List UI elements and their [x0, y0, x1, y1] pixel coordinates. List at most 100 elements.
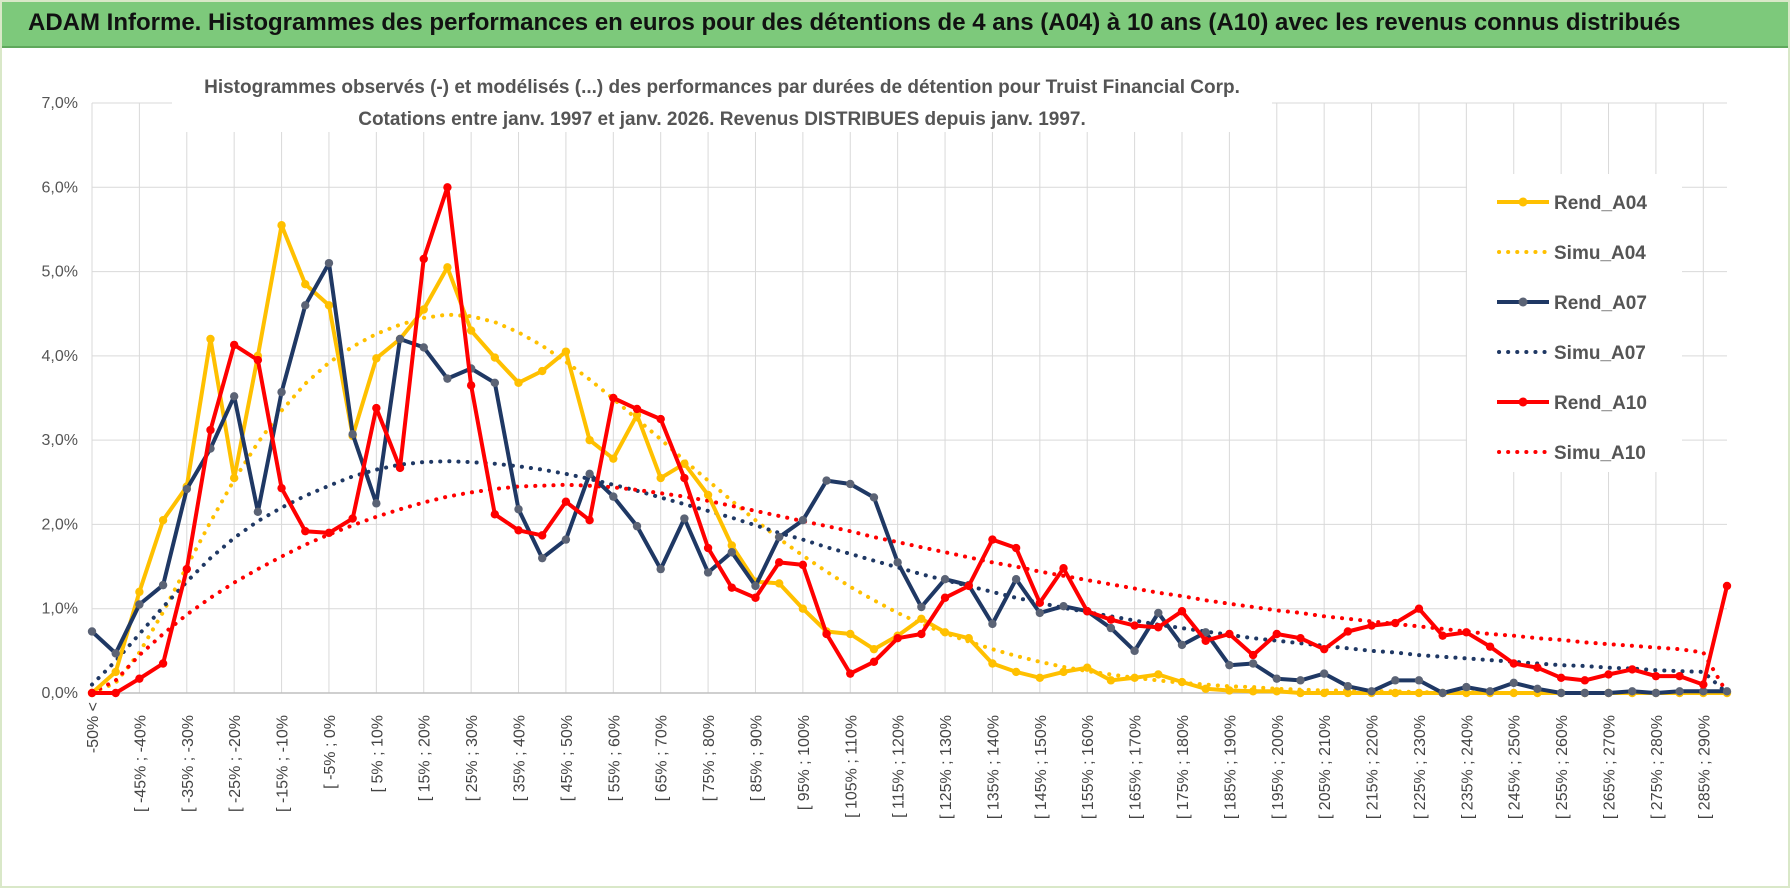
- data-point: [1083, 607, 1092, 616]
- data-point: [1438, 688, 1447, 698]
- data-point: [1509, 678, 1518, 688]
- data-point: [1130, 646, 1139, 656]
- data-point: [1580, 676, 1590, 685]
- data-point: [1556, 673, 1566, 683]
- data-point: [111, 649, 120, 658]
- legend-item: Rend_A07: [1497, 293, 1647, 314]
- data-point: [1319, 669, 1329, 678]
- series-simu-a07: [90, 459, 1729, 695]
- data-point: [419, 305, 428, 314]
- data-point: [1225, 660, 1234, 670]
- data-point: [940, 628, 950, 637]
- data-point: [846, 669, 855, 678]
- data-point: [135, 600, 144, 609]
- data-point: [1059, 564, 1068, 573]
- data-point: [1130, 621, 1139, 630]
- data-point: [490, 353, 500, 362]
- data-point: [703, 568, 713, 577]
- data-point: [1059, 667, 1068, 677]
- data-point: [988, 535, 997, 544]
- data-point: [656, 414, 665, 424]
- data-point: [1225, 629, 1234, 639]
- y-tick-label: 6,0%: [42, 179, 78, 196]
- data-point: [514, 505, 523, 514]
- y-axis-ticks: 0,0% 1,0% 2,0% 3,0% 4,0% 5,0% 6,0% 7,0%: [42, 95, 78, 702]
- y-tick-label: 3,0%: [42, 432, 78, 449]
- data-point: [1201, 636, 1210, 645]
- data-point: [395, 334, 405, 344]
- data-point: [585, 516, 594, 525]
- legend-item: Simu_A04: [1497, 243, 1646, 264]
- x-tick-label: [ 55% ; 60%: [606, 715, 623, 801]
- x-tick-label: [ 75% ; 80%: [701, 715, 718, 801]
- data-point: [1248, 650, 1258, 660]
- data-point: [1722, 687, 1732, 696]
- legend-label: Rend_A07: [1554, 293, 1647, 314]
- data-point: [182, 564, 191, 574]
- data-point: [893, 634, 902, 643]
- data-point: [680, 514, 689, 523]
- x-tick-label: [ 145% ; 150%: [1033, 715, 1050, 819]
- data-point: [680, 473, 689, 483]
- x-tick-label: [ 265% ; 270%: [1602, 715, 1619, 819]
- data-point: [324, 528, 334, 538]
- data-point: [1177, 607, 1187, 616]
- x-tick-label: [ -45% ; -40%: [132, 715, 149, 812]
- data-point: [917, 629, 926, 639]
- data-point: [1296, 676, 1305, 685]
- series-line: [90, 459, 1729, 695]
- data-point: [348, 430, 357, 439]
- data-point: [419, 254, 428, 264]
- data-point: [1391, 676, 1400, 685]
- legend: Rend_A04 Simu_A04 Rend_A07 Simu_A07 Rend_A10…: [1467, 174, 1682, 472]
- data-point: [1343, 627, 1353, 636]
- data-point: [1154, 670, 1163, 679]
- data-point: [301, 280, 310, 289]
- data-point: [632, 404, 642, 414]
- data-point: [1319, 688, 1329, 698]
- title-background: [172, 64, 1272, 132]
- data-point: [1130, 673, 1139, 683]
- x-tick-label: [ 205% ; 210%: [1317, 715, 1334, 819]
- data-point: [798, 560, 808, 570]
- data-point: [1414, 676, 1424, 685]
- data-point: [609, 393, 618, 403]
- data-point: [1391, 688, 1400, 698]
- data-point: [277, 387, 286, 397]
- data-point: [490, 378, 500, 388]
- data-point: [1509, 688, 1518, 698]
- data-point: [1011, 575, 1021, 584]
- data-point: [253, 507, 263, 516]
- data-point: [798, 604, 808, 613]
- data-point: [1722, 581, 1732, 591]
- x-tick-label: [ 65% ; 70%: [654, 715, 671, 801]
- data-point: [561, 535, 571, 544]
- data-point: [1106, 676, 1116, 685]
- x-tick-label: [ 235% ; 240%: [1459, 715, 1476, 819]
- banner: ADAM Informe. Histogrammes des performan…: [2, 2, 1788, 48]
- data-point: [1414, 688, 1424, 698]
- data-point: [1343, 682, 1353, 691]
- data-point: [1651, 671, 1661, 681]
- data-point: [846, 629, 855, 639]
- data-point: [1509, 659, 1518, 668]
- y-tick-label: 4,0%: [42, 348, 78, 365]
- data-point: [822, 476, 831, 485]
- data-point: [727, 583, 736, 592]
- x-tick-label: [ 165% ; 170%: [1128, 715, 1145, 819]
- data-point: [514, 526, 523, 535]
- data-point: [869, 644, 879, 654]
- legend-label: Rend_A10: [1554, 393, 1647, 414]
- data-point: [301, 301, 310, 310]
- data-point: [158, 580, 168, 590]
- data-point: [727, 541, 736, 550]
- legend-item: Simu_A10: [1497, 443, 1646, 464]
- data-point: [1367, 687, 1376, 696]
- x-tick-label: [ -15% ; -10%: [275, 715, 292, 812]
- y-tick-label: 5,0%: [42, 264, 78, 281]
- series-line: [92, 185, 1729, 695]
- data-point: [372, 499, 381, 508]
- data-point: [182, 484, 191, 494]
- x-tick-label: [ -25% ; -20%: [227, 715, 244, 812]
- data-point: [135, 587, 144, 597]
